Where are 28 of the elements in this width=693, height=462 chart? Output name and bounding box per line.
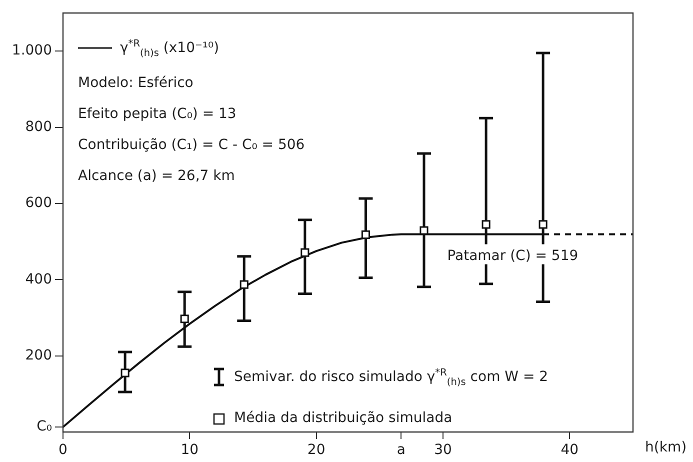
- y-tick-label: 600: [25, 195, 52, 212]
- y-tick-label: 400: [25, 271, 52, 288]
- x-axis-title: h(km): [645, 440, 687, 456]
- annotation: Patamar (C) = 519: [447, 248, 578, 264]
- x-tick-label: 0: [58, 442, 68, 458]
- point: [120, 368, 130, 378]
- legend-label: γ$^{*R}$$_{(h)s}$ (x10⁻¹⁰): [120, 38, 220, 58]
- y-tick-label: 200: [25, 347, 52, 364]
- annotation: Modelo: Esférico: [78, 74, 194, 94]
- point: [482, 220, 490, 229]
- annotation: Contribuição (C₁) = C - C₀ = 506: [78, 136, 305, 156]
- x-tick-label: 20: [307, 442, 326, 458]
- legend-label: Média da distribuição simulada: [234, 410, 452, 426]
- point: [240, 280, 248, 289]
- annotation: Alcance (a) = 26,7 km: [78, 167, 236, 186]
- x-tick-label: 10: [180, 442, 199, 458]
- x-tick-label: 30: [434, 442, 452, 458]
- point: [538, 220, 548, 229]
- y-tick-label: C₀: [36, 418, 52, 435]
- annotation: Efeito pepita (C₀) = 13: [78, 105, 238, 124]
- point: [300, 248, 310, 257]
- y-tick-label: 1.000: [12, 42, 52, 59]
- point: [361, 230, 370, 239]
- annotation: Semivar. do risco simulado γ$^{*R}$$_{(h)s}$ com W = 2: [234, 367, 548, 388]
- point: [180, 314, 189, 324]
- x-tick-label: a: [396, 442, 406, 458]
- x-tick-label: 40: [560, 442, 579, 458]
- y-tick-label: 800: [25, 118, 52, 135]
